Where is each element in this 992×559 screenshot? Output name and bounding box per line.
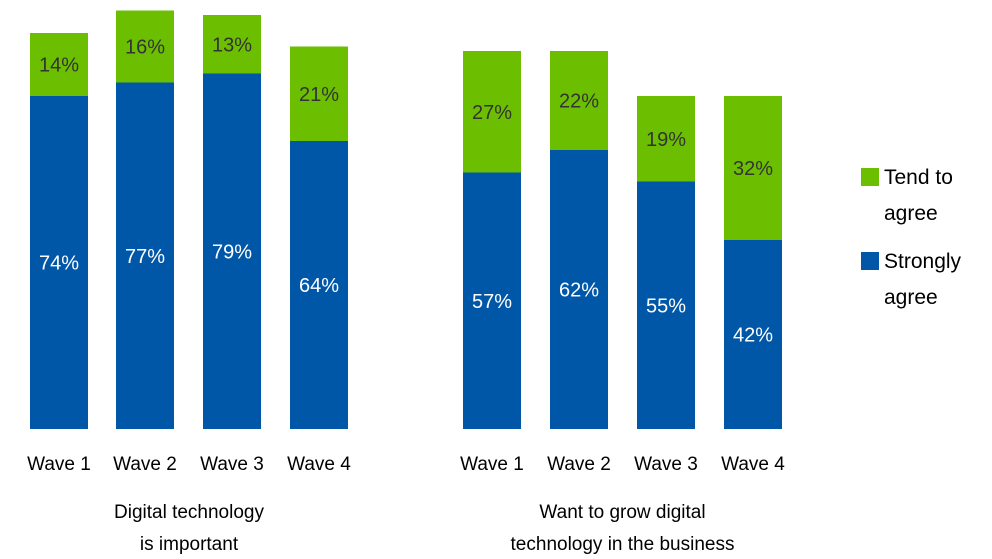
bar-strongly-agree-p1-3 (203, 73, 261, 429)
x-tick-label-p2-2: Wave 2 (547, 454, 611, 475)
legend-label-strongly-agree-line2: agree (884, 286, 938, 309)
data-label-strongly-agree-p2-2: 62% (559, 280, 599, 302)
bar-tend-to-agree-p2-4 (724, 96, 782, 240)
data-label-strongly-agree-p2-1: 57% (472, 291, 512, 313)
legend-label-tend-to-agree-line1: Tend to (884, 166, 953, 189)
data-label-strongly-agree-p1-4: 64% (299, 275, 339, 297)
data-label-strongly-agree-p2-4: 42% (733, 325, 773, 347)
legend-swatch-tend-to-agree (861, 168, 879, 186)
x-tick-label-p1-2: Wave 2 (113, 454, 177, 475)
panel-caption-p2-line2: technology in the business (511, 534, 735, 555)
bar-tend-to-agree-p2-2 (550, 51, 608, 150)
data-label-tend-to-agree-p1-2: 16% (125, 37, 165, 59)
bar-strongly-agree-p1-4 (290, 141, 348, 429)
x-tick-label-p1-3: Wave 3 (200, 454, 264, 475)
x-tick-label-p1-1: Wave 1 (27, 454, 91, 475)
panel-caption-p2-line1: Want to grow digital (539, 502, 705, 523)
data-label-tend-to-agree-p2-4: 32% (733, 158, 773, 180)
x-tick-label-p2-4: Wave 4 (721, 454, 785, 475)
bar-strongly-agree-p2-3 (637, 181, 695, 429)
bar-strongly-agree-p2-4 (724, 240, 782, 429)
bar-strongly-agree-p2-1 (463, 172, 521, 429)
data-label-strongly-agree-p2-3: 55% (646, 295, 686, 317)
data-label-tend-to-agree-p2-2: 22% (559, 91, 599, 113)
bar-tend-to-agree-p2-3 (637, 96, 695, 182)
panel-caption-p1-line2: is important (140, 534, 239, 555)
bar-tend-to-agree-p1-4 (290, 46, 348, 141)
legend-label-strongly-agree-line1: Strongly (884, 250, 962, 273)
bar-tend-to-agree-p1-1 (30, 33, 88, 96)
x-tick-label-p2-1: Wave 1 (460, 454, 524, 475)
data-label-strongly-agree-p1-3: 79% (212, 241, 252, 263)
data-label-tend-to-agree-p1-1: 14% (39, 55, 79, 77)
legend-swatch-strongly-agree (861, 252, 879, 270)
bar-tend-to-agree-p2-1 (463, 51, 521, 173)
data-label-tend-to-agree-p2-3: 19% (646, 129, 686, 151)
panel-caption-p1-line1: Digital technology (114, 502, 264, 523)
bar-strongly-agree-p1-1 (30, 96, 88, 429)
x-tick-label-p2-3: Wave 3 (634, 454, 698, 475)
data-label-tend-to-agree-p1-4: 21% (299, 84, 339, 106)
x-tick-label-p1-4: Wave 4 (287, 454, 351, 475)
data-label-tend-to-agree-p2-1: 27% (472, 102, 512, 124)
data-label-strongly-agree-p1-2: 77% (125, 246, 165, 268)
bar-tend-to-agree-p1-2 (116, 10, 174, 83)
bar-strongly-agree-p1-2 (116, 82, 174, 429)
bar-strongly-agree-p2-2 (550, 150, 608, 429)
bar-tend-to-agree-p1-3 (203, 15, 261, 74)
legend-label-tend-to-agree-line2: agree (884, 202, 938, 225)
data-label-tend-to-agree-p1-3: 13% (212, 34, 252, 56)
data-label-strongly-agree-p1-1: 74% (39, 253, 79, 275)
